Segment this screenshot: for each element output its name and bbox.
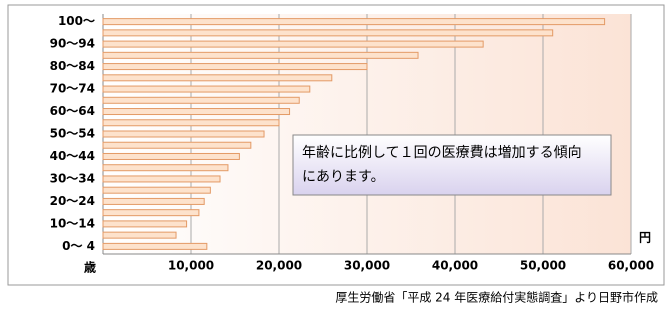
y-tick-label: 0～ 4	[62, 239, 95, 253]
source: 厚生労働省「平成 24 年医療給付実態調査」より日野市作成	[335, 290, 658, 305]
y-tick-label: 60～64	[50, 104, 95, 118]
x-tick-label: 40,000	[432, 259, 478, 273]
bar	[102, 164, 229, 172]
bar	[102, 209, 200, 217]
bar	[102, 130, 265, 138]
bar	[102, 40, 484, 48]
bar	[102, 51, 419, 59]
y-tick-label: 30～34	[50, 171, 95, 185]
bar	[102, 63, 368, 71]
y-axis-label: 歳	[84, 260, 96, 275]
annotation-box	[292, 134, 612, 196]
bar	[102, 186, 211, 194]
y-tick-label: 100～	[58, 14, 95, 28]
x-tick-label: 30,000	[344, 259, 390, 273]
bar	[102, 18, 606, 26]
bar	[102, 29, 554, 37]
y-tick-label: 90～94	[50, 37, 95, 51]
y-tick-label: 80～84	[50, 59, 95, 73]
y-tick-label: 50～54	[50, 127, 95, 141]
annotation: 年齢に比例して１回の医療費は増加する傾向	[302, 144, 582, 161]
bar	[102, 85, 311, 93]
bar	[102, 220, 188, 228]
x-tick-label: 50,000	[520, 259, 566, 273]
bar	[102, 96, 300, 104]
bar	[102, 108, 291, 116]
bar	[102, 197, 205, 205]
x-tick-label: 20,000	[256, 259, 302, 273]
y-tick-label: 20～24	[50, 194, 95, 208]
x-tick-label: 60,000	[608, 259, 654, 273]
y-tick-label: 40～44	[50, 149, 95, 163]
annotation: にあります。	[302, 169, 385, 185]
bar	[102, 74, 333, 82]
bar	[102, 119, 280, 127]
x-tick-label: 10,000	[168, 259, 214, 273]
y-tick-label: 70～74	[50, 82, 95, 96]
bar	[102, 175, 221, 183]
bar	[102, 141, 252, 149]
bar	[102, 152, 240, 160]
bar	[102, 231, 177, 239]
bar	[102, 242, 208, 250]
x-unit: 円	[639, 231, 651, 245]
y-tick-label: 10～14	[50, 216, 95, 230]
